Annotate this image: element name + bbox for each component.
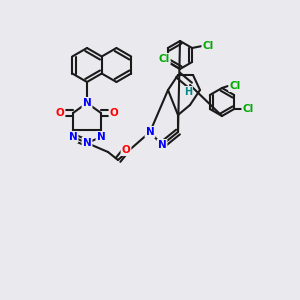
- Text: Cl: Cl: [158, 54, 169, 64]
- Text: O: O: [110, 108, 118, 118]
- Text: Cl: Cl: [230, 81, 241, 91]
- Text: Cl: Cl: [242, 104, 254, 114]
- Text: N: N: [146, 127, 154, 137]
- Text: N: N: [158, 140, 166, 150]
- Text: N: N: [69, 132, 77, 142]
- Text: N: N: [97, 132, 105, 142]
- Text: N: N: [82, 98, 91, 108]
- Text: N: N: [82, 138, 91, 148]
- Text: O: O: [122, 145, 130, 155]
- Text: Cl: Cl: [202, 41, 214, 51]
- Text: O: O: [56, 108, 64, 118]
- Text: H: H: [184, 87, 192, 97]
